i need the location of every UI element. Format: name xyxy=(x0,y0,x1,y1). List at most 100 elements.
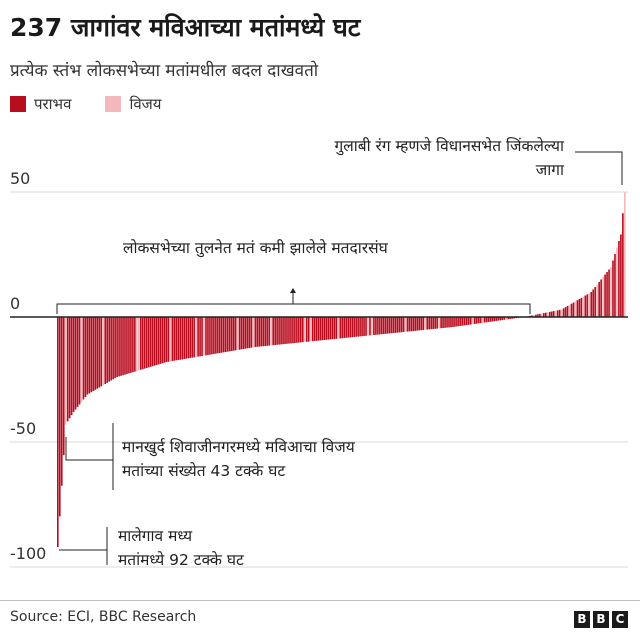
bar-win xyxy=(371,317,373,336)
bar-loss xyxy=(509,317,512,319)
bar-loss xyxy=(90,317,93,393)
bar-loss xyxy=(187,317,190,359)
bar-win xyxy=(80,317,83,402)
bar-loss xyxy=(106,317,109,383)
bar-loss xyxy=(434,317,436,329)
bar-win xyxy=(236,317,239,350)
bar-loss xyxy=(183,317,186,359)
bar-loss xyxy=(379,317,381,335)
bar-loss xyxy=(392,317,395,333)
bar-loss xyxy=(388,317,391,334)
annotation-malegaon: मालेगाव मध्य मतांमध्ये 92 टक्के घट xyxy=(118,524,244,572)
bar-win xyxy=(568,304,571,317)
bar-loss xyxy=(493,317,496,322)
bar-loss xyxy=(416,317,419,331)
bar-loss xyxy=(341,317,344,339)
bar-loss xyxy=(339,317,342,339)
bar-loss xyxy=(357,317,359,337)
bar-loss xyxy=(118,317,120,377)
bar-loss xyxy=(570,303,573,317)
bar-loss xyxy=(149,317,152,367)
bar-loss xyxy=(473,317,476,324)
bar-loss xyxy=(584,295,587,317)
bar-loss xyxy=(213,317,215,354)
bar-loss xyxy=(580,297,583,317)
bar-loss xyxy=(479,317,482,324)
bar-loss xyxy=(276,317,278,345)
bar-loss xyxy=(300,317,302,343)
bar-loss xyxy=(410,317,413,332)
bar-loss xyxy=(333,317,336,339)
bar-loss xyxy=(193,317,195,358)
bar-loss xyxy=(124,317,126,375)
bar-loss xyxy=(458,317,460,327)
bar-loss xyxy=(483,317,486,323)
annotation-malegaon-line1: मालेगाव मध्य xyxy=(118,527,193,545)
bar-loss xyxy=(377,317,379,335)
bar-loss xyxy=(545,312,547,317)
bar-loss xyxy=(167,317,170,362)
bar-loss xyxy=(436,317,438,329)
bar-loss xyxy=(96,317,99,389)
bar-loss xyxy=(282,317,284,345)
bar-loss xyxy=(284,317,286,344)
annotation-mankhurd-line2: मतांच्या संख्येत 43 टक्के घट xyxy=(122,462,286,480)
bar-loss xyxy=(594,287,597,317)
bar-loss xyxy=(254,317,257,347)
bar-loss xyxy=(412,317,415,331)
bar-loss xyxy=(331,317,334,340)
bar-loss xyxy=(467,317,470,325)
bar-loss xyxy=(120,317,122,376)
bar-loss xyxy=(487,317,490,322)
bar-loss xyxy=(145,317,148,368)
bar-chart: 50 0 -50 -100 xyxy=(10,151,628,568)
bar-win xyxy=(438,317,440,329)
bar-loss xyxy=(264,317,267,346)
bar-loss xyxy=(345,317,348,338)
bar-loss xyxy=(175,317,178,361)
bar-loss xyxy=(361,317,363,337)
bar-win xyxy=(471,317,474,325)
bar-win xyxy=(574,301,577,317)
bar-loss xyxy=(141,317,144,370)
bar-loss xyxy=(420,317,423,331)
bar-loss xyxy=(205,317,207,356)
bar-loss xyxy=(550,311,553,317)
bar-loss xyxy=(321,317,324,341)
bar-loss xyxy=(191,317,193,358)
annotation-decline-bracket xyxy=(56,303,531,314)
bar-loss xyxy=(359,317,361,337)
bar-loss xyxy=(604,274,606,317)
bar-loss xyxy=(590,292,593,317)
bar-loss xyxy=(475,317,478,324)
bar-loss xyxy=(562,308,565,317)
bar-loss xyxy=(86,317,89,395)
bar-win xyxy=(303,317,306,342)
bar-loss xyxy=(92,317,95,391)
bar-loss xyxy=(209,317,211,355)
y-tick-label: -50 xyxy=(10,419,36,438)
bar-loss xyxy=(256,317,259,347)
bar-loss xyxy=(507,317,510,320)
bar-loss xyxy=(274,317,276,345)
bar-loss xyxy=(442,317,444,328)
bar-loss xyxy=(228,317,231,352)
bar-loss xyxy=(147,317,150,368)
bar-loss xyxy=(157,317,160,365)
bar-loss xyxy=(317,317,320,341)
bar-win xyxy=(554,310,557,317)
bar-loss xyxy=(315,317,318,341)
legend-item-win: विजय xyxy=(105,94,162,114)
bar-loss xyxy=(325,317,328,340)
bar-loss xyxy=(335,317,338,339)
bar-loss xyxy=(94,317,97,390)
bar-win xyxy=(505,317,508,320)
bar-loss xyxy=(62,317,65,456)
bar-loss xyxy=(116,317,118,377)
legend: पराभव विजय xyxy=(10,94,196,114)
y-tick-label: 50 xyxy=(10,169,30,188)
bar-loss xyxy=(238,317,241,350)
bar-loss xyxy=(618,241,620,317)
bbc-logo-letter-2: B xyxy=(593,611,609,628)
bar-win xyxy=(404,317,407,332)
